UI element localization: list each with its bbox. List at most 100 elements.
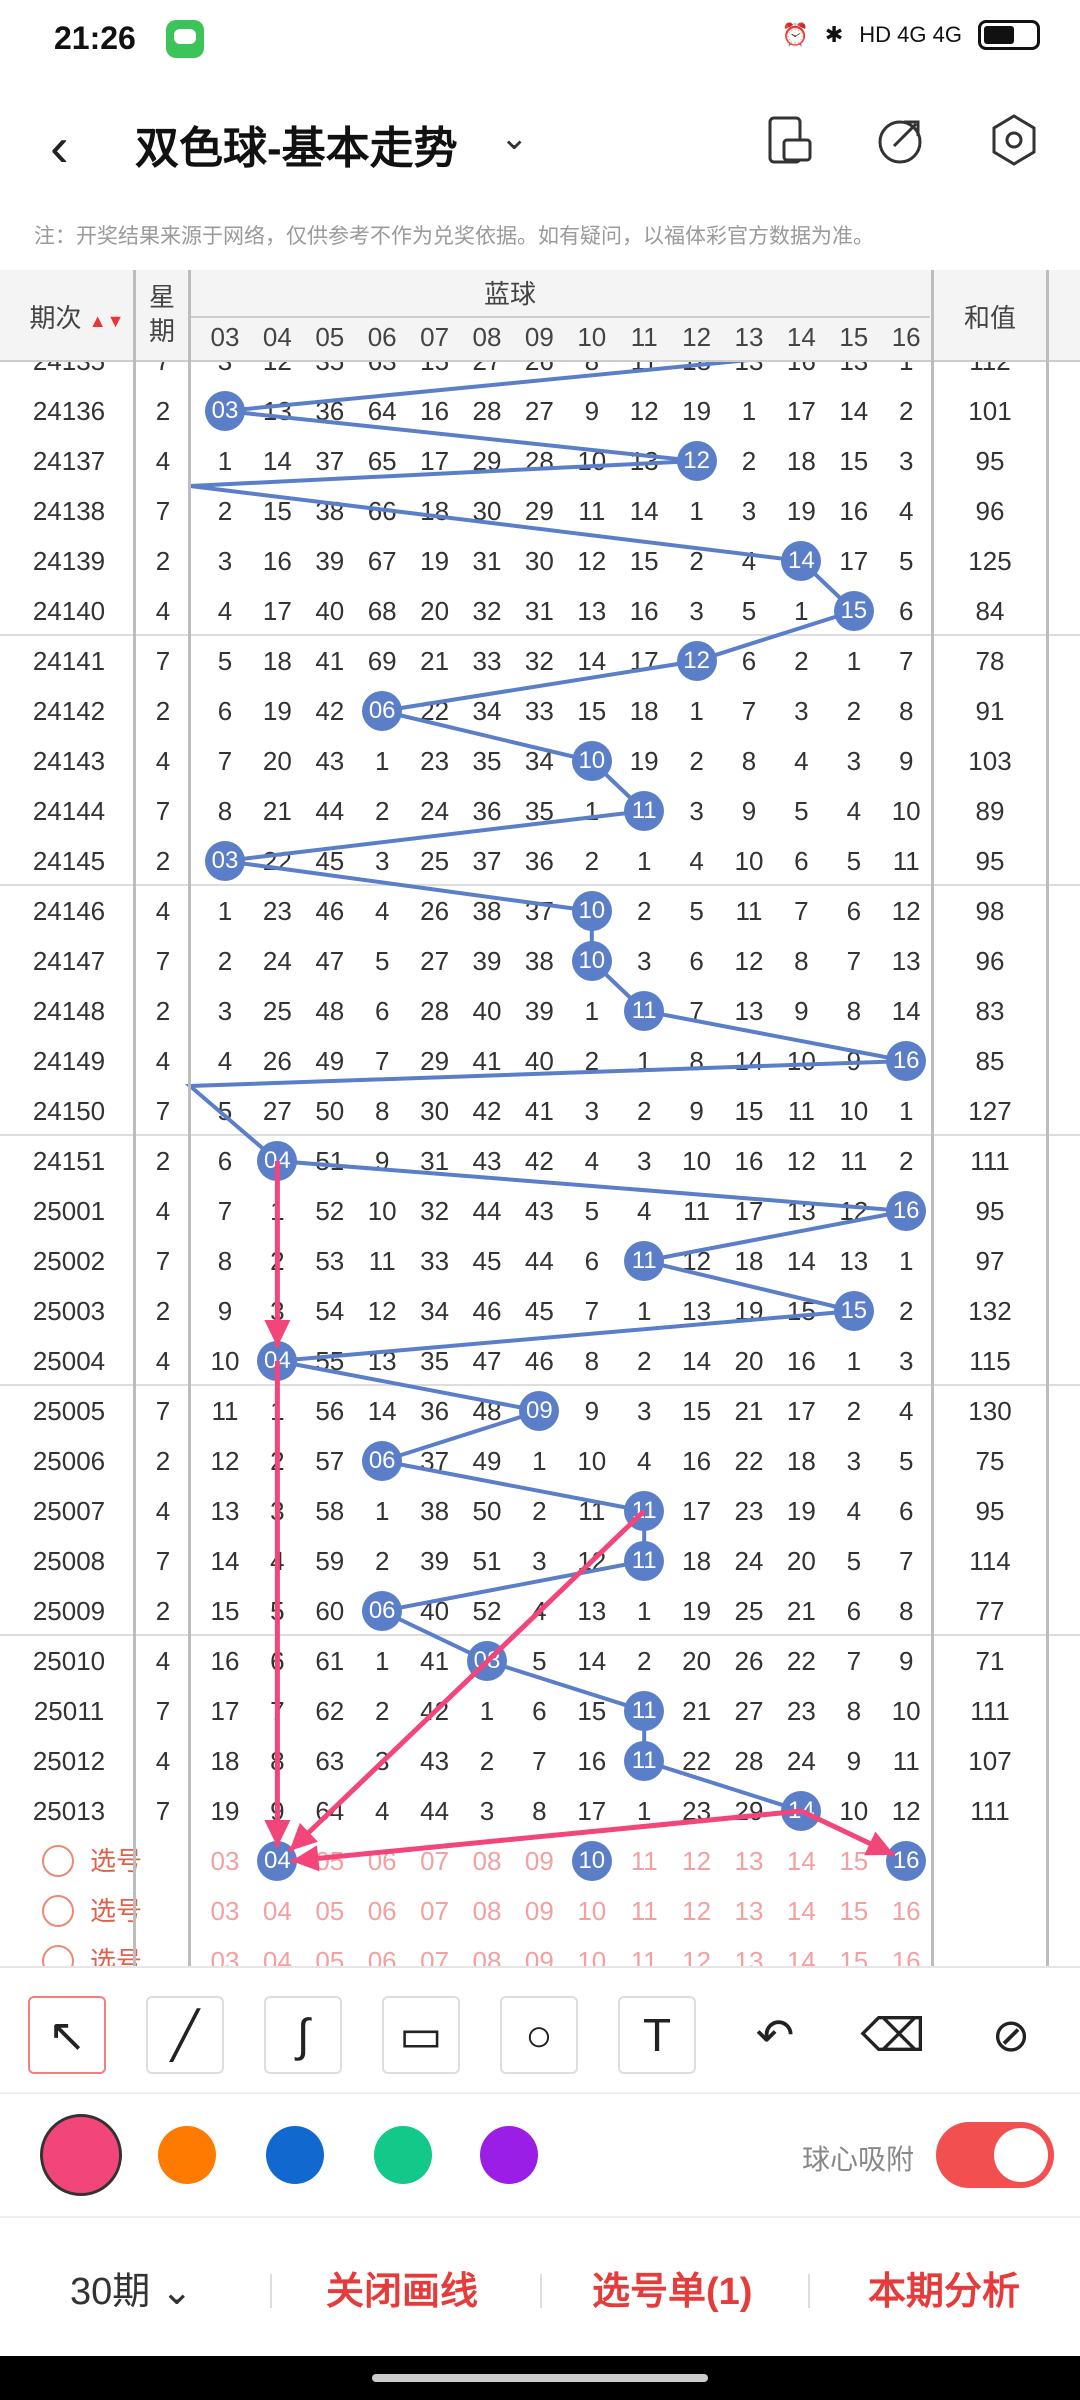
pick-number[interactable]: 12 <box>682 1946 712 1966</box>
sum-cell: 75 <box>975 1446 1005 1476</box>
blue-value-cell: 1 <box>846 646 862 676</box>
pick-number[interactable]: 06 <box>367 1896 397 1926</box>
period-sort-header[interactable]: 期次 ▲▼ <box>22 298 132 335</box>
blue-ball[interactable]: 03 <box>205 391 245 431</box>
blue-ball[interactable]: 11 <box>624 1541 665 1581</box>
blue-ball[interactable]: 10 <box>571 941 612 981</box>
blue-ball[interactable]: 16 <box>886 1191 927 1231</box>
text-icon[interactable]: T <box>618 1996 696 2074</box>
select-arrow-icon[interactable]: ↖ <box>28 1996 106 2074</box>
rectangle-icon[interactable]: ▭ <box>382 1996 460 2074</box>
pick-number[interactable]: 03 <box>210 1896 240 1926</box>
snap-toggle[interactable] <box>936 2122 1054 2188</box>
pick-number[interactable]: 04 <box>262 1896 292 1926</box>
pick-number[interactable]: 11 <box>630 1946 658 1966</box>
pick-number[interactable]: 11 <box>630 1896 658 1926</box>
pick-number[interactable]: 14 <box>786 1946 816 1966</box>
period-cell: 24136 <box>32 396 106 426</box>
pick-number[interactable]: 10 <box>577 1946 607 1966</box>
pick-number[interactable]: 14 <box>786 1846 816 1876</box>
blue-ball[interactable]: 11 <box>624 791 665 831</box>
pick-number[interactable]: 12 <box>682 1846 712 1876</box>
pick-number[interactable]: 12 <box>682 1896 712 1926</box>
blue-ball[interactable]: 06 <box>362 1591 403 1631</box>
blue-value-cell: 10 <box>839 1096 869 1126</box>
pick-number[interactable]: 03 <box>210 1846 240 1876</box>
color-swatch-orange[interactable] <box>158 2126 216 2184</box>
blue-ball[interactable]: 16 <box>886 1041 927 1081</box>
blue-ball[interactable]: 11 <box>624 1691 665 1731</box>
color-swatch-purple[interactable] <box>480 2126 538 2184</box>
selected-pick-ball[interactable]: 16 <box>886 1841 927 1881</box>
blue-ball[interactable]: 03 <box>205 841 245 881</box>
blue-ball[interactable]: 11 <box>624 1241 665 1281</box>
blue-ball[interactable]: 09 <box>519 1391 560 1431</box>
blue-value-cell: 27 <box>262 1096 292 1126</box>
pick-number[interactable]: 15 <box>839 1946 869 1966</box>
selected-pick-ball[interactable]: 10 <box>571 1841 612 1881</box>
pick-number[interactable]: 04 <box>262 1946 292 1966</box>
pick-number[interactable]: 10 <box>577 1896 607 1926</box>
pick-number[interactable]: 08 <box>472 1896 502 1926</box>
color-swatch-green[interactable] <box>374 2126 432 2184</box>
page-title[interactable]: 双色球-基本走势 <box>135 124 458 173</box>
pick-number[interactable]: 05 <box>315 1946 345 1966</box>
pick-number[interactable]: 08 <box>472 1946 502 1966</box>
pick-number[interactable]: 16 <box>891 1946 921 1966</box>
pick-radio[interactable] <box>42 1895 74 1927</box>
blue-ball[interactable]: 11 <box>624 991 665 1031</box>
period-selector[interactable]: 30期 ⌄ <box>70 2260 193 2315</box>
eraser-icon[interactable]: ⌫ <box>860 2009 926 2061</box>
pick-number[interactable]: 07 <box>420 1896 450 1926</box>
blue-ball[interactable]: 06 <box>362 1441 403 1481</box>
settings-icon[interactable] <box>986 112 1042 168</box>
undo-icon[interactable]: ↶ <box>755 2009 795 2061</box>
pick-radio[interactable] <box>42 1945 74 1966</box>
blue-col-header: 08 <box>472 322 502 352</box>
pick-number[interactable]: 05 <box>315 1846 345 1876</box>
pick-number[interactable]: 08 <box>472 1846 502 1876</box>
pick-number[interactable]: 15 <box>839 1846 869 1876</box>
pick-number[interactable]: 03 <box>210 1946 240 1966</box>
pick-number[interactable]: 09 <box>524 1946 554 1966</box>
pick-list-button[interactable]: 选号单(1) <box>592 2271 753 2313</box>
blue-ball[interactable]: 15 <box>833 591 874 631</box>
blue-ball[interactable]: 12 <box>676 641 717 681</box>
pick-number[interactable]: 14 <box>786 1896 816 1926</box>
blue-ball[interactable]: 12 <box>676 441 717 481</box>
pick-number[interactable]: 09 <box>524 1896 554 1926</box>
phone-rotate-icon[interactable] <box>760 112 816 168</box>
pick-number[interactable]: 13 <box>734 1846 764 1876</box>
color-swatch-pink[interactable] <box>40 2114 122 2196</box>
pick-number[interactable]: 16 <box>891 1896 921 1926</box>
pick-number[interactable]: 07 <box>420 1846 450 1876</box>
pick-number[interactable]: 05 <box>315 1896 345 1926</box>
pick-number[interactable]: 09 <box>524 1846 554 1876</box>
pick-number[interactable]: 06 <box>367 1946 397 1966</box>
blue-ball[interactable]: 10 <box>571 741 612 781</box>
pick-number[interactable]: 13 <box>734 1896 764 1926</box>
chevron-down-icon[interactable]: ⌄ <box>500 119 529 157</box>
pick-radio[interactable] <box>42 1845 74 1877</box>
blue-ball[interactable]: 10 <box>571 891 612 931</box>
clear-icon[interactable]: ⊘ <box>991 2009 1031 2061</box>
pick-number[interactable]: 15 <box>839 1896 869 1926</box>
close-line-button[interactable]: 关闭画线 <box>326 2271 479 2313</box>
blue-ball[interactable]: 15 <box>833 1291 874 1331</box>
curve-icon[interactable]: ∫ <box>264 1996 342 2074</box>
analysis-button[interactable]: 本期分析 <box>868 2271 1021 2313</box>
pick-number[interactable]: 07 <box>420 1946 450 1966</box>
blue-value-cell: 13 <box>828 362 880 376</box>
circle-icon[interactable]: ○ <box>500 1996 578 2074</box>
pick-number[interactable]: 11 <box>630 1846 658 1876</box>
blue-ball[interactable]: 14 <box>781 541 822 581</box>
blue-value-cell: 2 <box>689 546 704 576</box>
pick-number[interactable]: 13 <box>734 1946 764 1966</box>
blue-ball[interactable]: 04 <box>257 1341 298 1381</box>
back-button[interactable]: ‹ <box>50 115 69 178</box>
color-swatch-blue[interactable] <box>266 2126 324 2184</box>
share-icon[interactable] <box>872 112 928 168</box>
line-icon[interactable]: ╱ <box>146 1996 224 2074</box>
blue-ball[interactable]: 11 <box>624 1741 665 1781</box>
blue-ball[interactable]: 06 <box>362 691 403 731</box>
